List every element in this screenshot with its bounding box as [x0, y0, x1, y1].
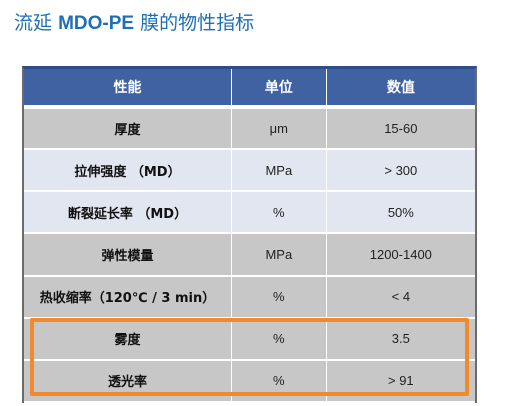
header-value: 数值	[326, 69, 475, 109]
table-row: 热收缩率（120℃ / 3 min） % < 4	[24, 275, 475, 319]
row-unit: %	[231, 317, 327, 361]
row-property: 拉伸强度 （MD）	[24, 149, 232, 193]
title-part-1: 流延	[14, 12, 53, 34]
row-property: 厚度	[24, 107, 232, 151]
row-value: 3.5	[326, 317, 475, 361]
table-row: 断裂延长率 （MD） % 50%	[24, 191, 475, 235]
table-header-row: 性能 单位 数值	[24, 69, 475, 109]
table-row: 雾度 % 3.5	[24, 317, 475, 361]
row-value: 1200-1400	[326, 233, 475, 277]
row-value: > 91	[326, 359, 475, 404]
row-unit: μm	[231, 107, 327, 151]
properties-table: 性能 单位 数值 厚度 μm 15-60 拉伸强度 （MD） MPa > 300…	[22, 66, 477, 404]
row-property: 断裂延长率 （MD）	[24, 191, 232, 235]
row-property: 透光率	[24, 359, 232, 404]
title-part-3: 膜的物性指标	[140, 12, 255, 34]
row-unit: MPa	[231, 149, 327, 193]
title-part-2: MDO-PE	[58, 13, 135, 34]
table-row: 拉伸强度 （MD） MPa > 300	[24, 149, 475, 193]
row-unit: %	[231, 191, 327, 235]
page-title: 流延 MDO-PE 膜的物性指标	[14, 8, 254, 35]
row-unit: %	[231, 275, 327, 319]
row-unit: %	[231, 359, 327, 404]
table-row: 弹性模量 MPa 1200-1400	[24, 233, 475, 277]
header-unit: 单位	[231, 69, 327, 109]
row-unit: MPa	[231, 233, 327, 277]
table-row: 厚度 μm 15-60	[24, 107, 475, 151]
row-value: < 4	[326, 275, 475, 319]
header-property: 性能	[24, 69, 232, 109]
row-value: 50%	[326, 191, 475, 235]
row-property: 热收缩率（120℃ / 3 min）	[24, 275, 232, 319]
table-row: 透光率 % > 91	[24, 359, 475, 404]
row-value: > 300	[326, 149, 475, 193]
row-value: 15-60	[326, 107, 475, 151]
row-property: 弹性模量	[24, 233, 232, 277]
row-property: 雾度	[24, 317, 232, 361]
